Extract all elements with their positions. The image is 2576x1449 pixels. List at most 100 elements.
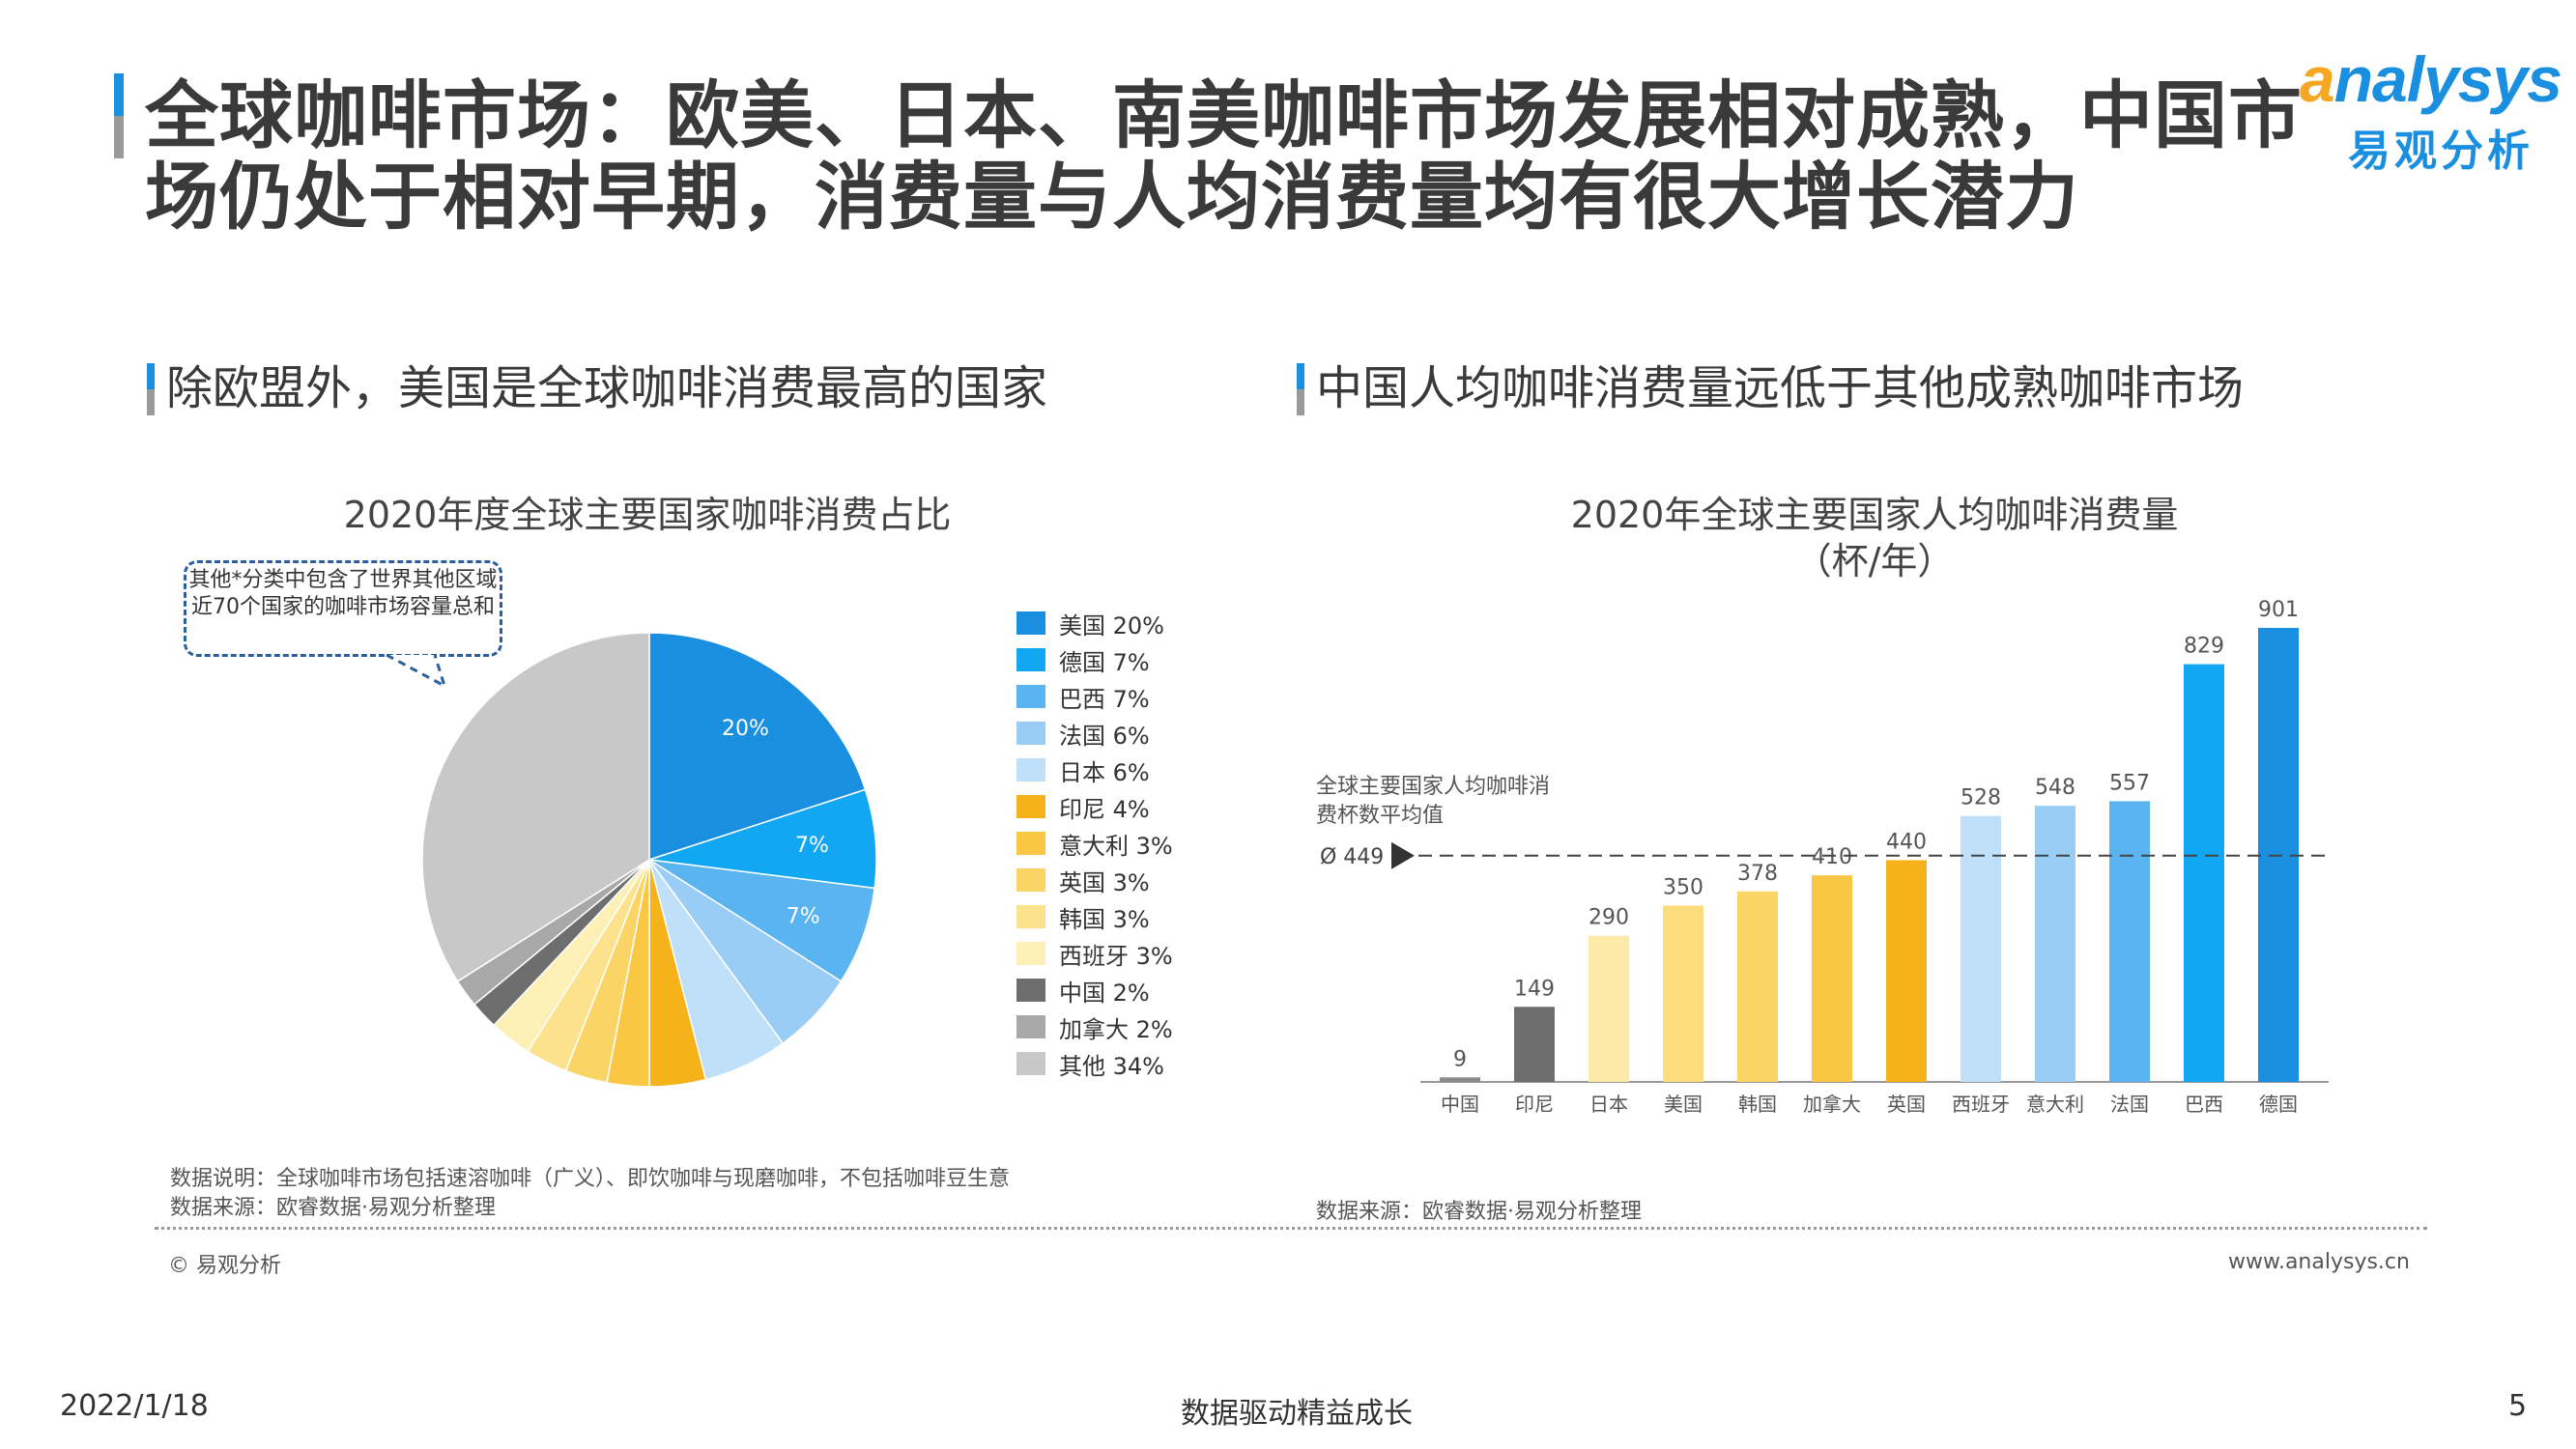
legend-label: 巴西 7% bbox=[1059, 685, 1150, 713]
legend-item-10: 中国 2% bbox=[1016, 972, 1173, 1009]
x-tick-label-8: 意大利 bbox=[2026, 1093, 2084, 1116]
footer-divider bbox=[155, 1227, 2427, 1230]
callout-text: 其他*分类中包含了世界其他区域近70个国家的咖啡市场容量总和 bbox=[188, 568, 498, 619]
legend-item-4: 日本 6% bbox=[1016, 752, 1173, 788]
pie-chart-title: 2020年度全球主要国家咖啡消费占比 bbox=[343, 494, 952, 536]
x-tick-label-9: 法国 bbox=[2110, 1093, 2149, 1116]
average-marker bbox=[1391, 841, 1415, 869]
legend-swatch bbox=[1016, 905, 1045, 928]
bar-6 bbox=[1886, 860, 1927, 1082]
pie-slice-2 bbox=[648, 859, 875, 982]
bar-3 bbox=[1663, 905, 1703, 1082]
legend-item-11: 加拿大 2% bbox=[1016, 1009, 1173, 1045]
legend-label: 英国 3% bbox=[1059, 868, 1150, 896]
x-tick-label-0: 中国 bbox=[1441, 1093, 1479, 1116]
bar-value-label-5: 410 bbox=[1812, 845, 1852, 869]
legend-label: 西班牙 3% bbox=[1059, 942, 1173, 970]
legend-label: 中国 2% bbox=[1059, 979, 1150, 1007]
pie-data-label-2: 7% bbox=[787, 904, 820, 928]
x-tick-label-10: 巴西 bbox=[2185, 1093, 2223, 1116]
bar-value-label-8: 548 bbox=[2035, 776, 2075, 800]
pie-legend: 美国 20% 德国 7% 巴西 7% 法国 6% 日本 6% 印尼 4% 意大利 3% 英国 … bbox=[1016, 605, 1173, 1082]
bar-value-label-1: 149 bbox=[1514, 977, 1555, 1001]
bar-value-label-9: 557 bbox=[2109, 771, 2150, 795]
bar-value-label-7: 528 bbox=[1961, 786, 2001, 810]
legend-item-6: 意大利 3% bbox=[1016, 825, 1173, 862]
bar-2 bbox=[1589, 935, 1629, 1082]
legend-item-12: 其他 34% bbox=[1016, 1045, 1173, 1082]
legend-swatch bbox=[1016, 1015, 1045, 1038]
legend-item-8: 韩国 3% bbox=[1016, 898, 1173, 935]
x-tick-label-4: 韩国 bbox=[1738, 1093, 1777, 1116]
legend-swatch bbox=[1016, 942, 1045, 965]
page-title: 全球咖啡市场：欧美、日本、南美咖啡市场发展相对成熟，中国市场仍处于相对早期，消费… bbox=[145, 72, 2303, 240]
bar-4 bbox=[1737, 891, 1778, 1082]
legend-label: 加拿大 2% bbox=[1059, 1015, 1173, 1043]
x-tick-label-2: 日本 bbox=[1589, 1093, 1628, 1116]
bar-1 bbox=[1514, 1007, 1555, 1082]
legend-label: 德国 7% bbox=[1059, 648, 1150, 676]
x-tick-label-3: 美国 bbox=[1664, 1093, 1703, 1116]
x-tick-label-11: 德国 bbox=[2259, 1093, 2298, 1116]
bar-0 bbox=[1440, 1077, 1480, 1082]
legend-label: 意大利 3% bbox=[1059, 832, 1173, 860]
legend-swatch bbox=[1016, 611, 1045, 635]
bar-5 bbox=[1812, 875, 1852, 1082]
bar-value-label-11: 901 bbox=[2258, 598, 2299, 622]
average-label: Ø 449 bbox=[1320, 845, 1384, 869]
legend-swatch bbox=[1016, 832, 1045, 855]
legend-swatch bbox=[1016, 758, 1045, 781]
bar-chart: 9 中国 149 印尼 290 日本 350 美国 378 韩国 410 加拿大 440 英国 528 西班牙… bbox=[1320, 598, 2329, 1116]
legend-label: 法国 6% bbox=[1059, 722, 1150, 750]
bar-7 bbox=[1961, 815, 2001, 1082]
bar-value-label-0: 9 bbox=[1453, 1047, 1467, 1071]
bar-8 bbox=[2035, 806, 2075, 1082]
bar-9 bbox=[2109, 801, 2150, 1082]
right-subtitle-bar bbox=[1297, 363, 1304, 415]
x-tick-label-5: 加拿大 bbox=[1803, 1093, 1861, 1116]
legend-swatch bbox=[1016, 685, 1045, 708]
legend-swatch bbox=[1016, 722, 1045, 745]
legend-label: 美国 20% bbox=[1059, 611, 1164, 639]
legend-item-5: 印尼 4% bbox=[1016, 788, 1173, 825]
pie-data-label-1: 7% bbox=[795, 834, 829, 858]
legend-label: 日本 6% bbox=[1059, 758, 1150, 786]
legend-item-7: 英国 3% bbox=[1016, 862, 1173, 898]
bar-10 bbox=[2184, 664, 2224, 1082]
bar-value-label-4: 378 bbox=[1737, 862, 1778, 886]
pie-slice-12 bbox=[421, 632, 650, 982]
legend-item-2: 巴西 7% bbox=[1016, 678, 1173, 715]
copyright: © 易观分析 bbox=[168, 1254, 281, 1278]
website-link[interactable]: www.analysys.cn bbox=[2228, 1250, 2410, 1274]
bar-value-label-2: 290 bbox=[1589, 906, 1629, 930]
callout-note: 其他*分类中包含了世界其他区域近70个国家的咖啡市场容量总和 bbox=[184, 560, 502, 657]
legend-item-3: 法国 6% bbox=[1016, 715, 1173, 752]
x-tick-label-7: 西班牙 bbox=[1952, 1093, 2010, 1116]
x-tick-label-1: 印尼 bbox=[1515, 1093, 1554, 1116]
legend-swatch bbox=[1016, 648, 1045, 671]
legend-label: 其他 34% bbox=[1059, 1052, 1164, 1080]
slogan: 数据驱动精益成长 bbox=[1181, 1397, 1413, 1431]
left-subtitle-bar bbox=[147, 363, 155, 415]
legend-label: 韩国 3% bbox=[1059, 905, 1150, 933]
legend-swatch bbox=[1016, 795, 1045, 818]
legend-item-9: 西班牙 3% bbox=[1016, 935, 1173, 972]
x-tick-label-6: 英国 bbox=[1887, 1093, 1926, 1116]
bar-chart-unit: （杯/年） bbox=[1794, 540, 1955, 582]
legend-label: 印尼 4% bbox=[1059, 795, 1150, 823]
pie-slice-1 bbox=[648, 788, 877, 890]
right-data-source: 数据来源：欧睿数据·易观分析整理 bbox=[1316, 1200, 1642, 1224]
page-number: 5 bbox=[2508, 1389, 2528, 1423]
date: 2022/1/18 bbox=[60, 1389, 209, 1423]
bar-value-label-10: 829 bbox=[2184, 635, 2224, 659]
callout-tail bbox=[386, 653, 447, 690]
analysys-logo-cn: 易观分析 bbox=[2348, 127, 2533, 176]
legend-swatch bbox=[1016, 979, 1045, 1002]
legend-item-0: 美国 20% bbox=[1016, 605, 1173, 641]
pie-slice-0 bbox=[648, 632, 867, 862]
bar-chart-title: 2020年全球主要国家人均咖啡消费量 bbox=[1570, 494, 2179, 536]
title-accent-bar bbox=[114, 73, 124, 158]
bar-value-label-3: 350 bbox=[1663, 875, 1703, 899]
left-data-description: 数据说明：全球咖啡市场包括速溶咖啡（广义）、即饮咖啡与现磨咖啡，不包括咖啡豆生意 bbox=[170, 1167, 1011, 1191]
legend-swatch bbox=[1016, 868, 1045, 892]
